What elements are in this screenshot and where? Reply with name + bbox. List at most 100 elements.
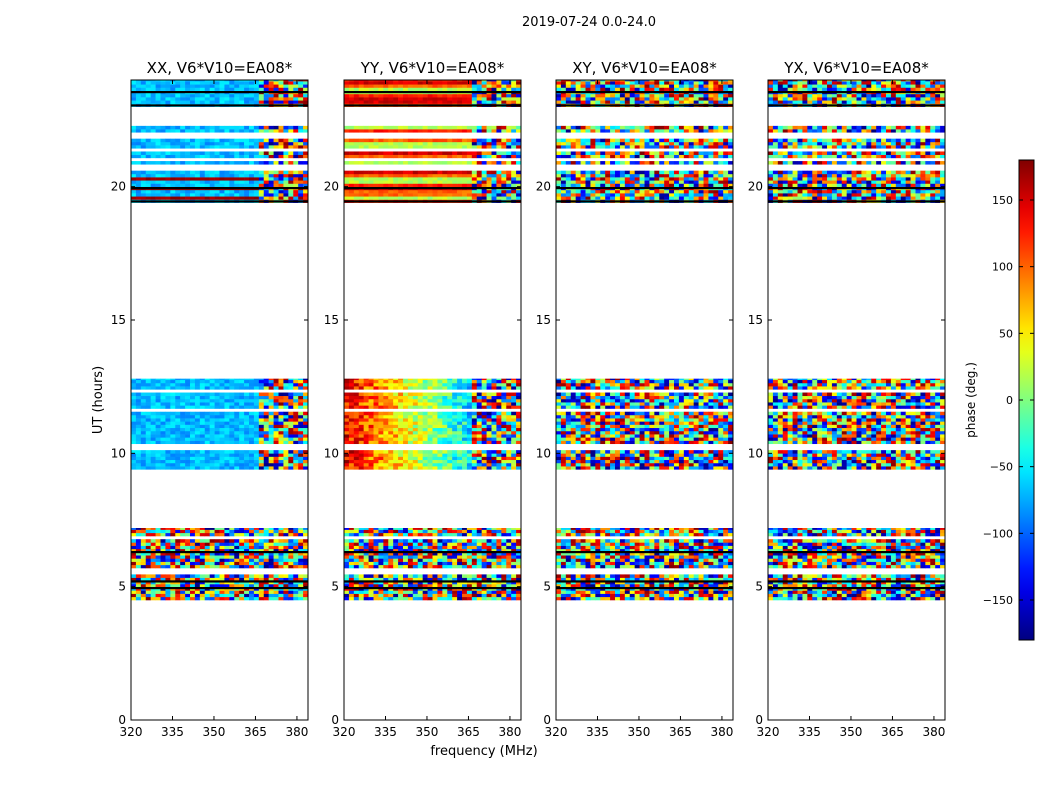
heatmap-cell (476, 170, 482, 175)
heatmap-cell (496, 532, 502, 537)
heatmap-cell (486, 584, 492, 588)
heatmap-cell (199, 386, 206, 390)
heatmap-cell (348, 177, 355, 181)
heatmap-cell (358, 196, 364, 200)
heatmap-cell (253, 129, 260, 133)
heatmap-cell (155, 430, 161, 435)
heatmap-cell (244, 189, 250, 194)
heatmap-cell (170, 529, 176, 534)
heatmap-cell (363, 542, 369, 546)
heatmap-cell (145, 392, 151, 397)
heatmap-cell (131, 528, 137, 530)
heatmap-cell (234, 574, 240, 578)
heatmap-cell (135, 386, 142, 390)
heatmap-cell (496, 539, 502, 543)
heatmap-cell (373, 577, 379, 582)
heatmap-cell (471, 577, 478, 582)
heatmap-cell (481, 379, 487, 384)
heatmap-cell (298, 129, 304, 133)
heatmap-cell (344, 141, 350, 146)
heatmap-cell (471, 459, 478, 464)
heatmap-cell (388, 434, 394, 438)
heatmap-cell (457, 430, 463, 435)
heatmap-cell (155, 125, 161, 130)
heatmap-cell (481, 437, 487, 441)
heatmap-cell (417, 193, 423, 197)
heatmap-cell (437, 411, 443, 416)
heatmap-cell (457, 590, 463, 594)
heatmap-cell (165, 193, 171, 197)
heatmap-cell (175, 154, 181, 159)
heatmap-cell (348, 539, 355, 543)
heatmap-cell (209, 93, 215, 98)
heatmap-cell (363, 564, 369, 569)
heatmap-cell (368, 414, 374, 419)
heatmap-cell (432, 398, 438, 403)
heatmap-cell (363, 590, 369, 594)
heatmap-cell (283, 81, 289, 85)
heatmap-cell (229, 593, 235, 598)
heatmap-cell (462, 100, 468, 104)
heatmap-cell (447, 574, 453, 578)
heatmap-cell (383, 561, 389, 566)
heatmap-cell (135, 561, 142, 566)
heatmap-cell (457, 151, 463, 155)
heatmap-cell (288, 125, 294, 130)
heatmap-cell (175, 81, 181, 85)
heatmap-cell (298, 170, 304, 175)
heatmap-cell (160, 552, 166, 556)
heatmap-cell (253, 81, 260, 85)
heatmap-cell (471, 189, 478, 194)
heatmap-cell (150, 402, 156, 406)
heatmap-cell (457, 177, 463, 181)
heatmap-cell (344, 552, 350, 556)
heatmap-cell (417, 558, 423, 562)
heatmap-cell (199, 593, 206, 598)
heatmap-cell (427, 378, 433, 381)
heatmap-cell (165, 577, 171, 582)
heatmap-cell (253, 87, 260, 91)
heatmap-cell (199, 170, 206, 175)
heatmap-cell (506, 440, 512, 445)
heatmap-cell (229, 552, 235, 556)
heatmap-cell (363, 180, 369, 184)
heatmap-cell (427, 418, 433, 422)
heatmap-cell (258, 539, 265, 543)
heatmap-cell (253, 564, 260, 569)
heatmap-cell (368, 532, 374, 537)
heatmap-cell (432, 466, 438, 470)
heatmap-cell (344, 193, 350, 197)
heatmap-cell (373, 450, 379, 454)
heatmap-cell (258, 555, 265, 559)
heatmap-cell (466, 100, 473, 104)
heatmap-cell (412, 459, 419, 464)
heatmap-cell (131, 466, 137, 470)
heatmap-cell (135, 453, 142, 457)
heatmap-cell (224, 545, 230, 550)
heatmap-cell (234, 459, 240, 464)
heatmap-cell (417, 97, 423, 101)
heatmap-cell (175, 561, 181, 566)
heatmap-cell (452, 411, 458, 416)
heatmap-cell (422, 424, 428, 429)
heatmap-cell (214, 189, 220, 194)
heatmap-cell (398, 193, 404, 197)
heatmap-cell (234, 590, 240, 594)
heatmap-cell (268, 539, 274, 543)
heatmap-cell (407, 552, 414, 556)
heatmap-cell (442, 154, 448, 159)
heatmap-cell (491, 580, 497, 585)
heatmap-cell (283, 539, 289, 543)
heatmap-cell (403, 545, 409, 550)
heatmap-cell (293, 440, 299, 445)
heatmap-cell (131, 97, 137, 101)
heatmap-cell (140, 545, 147, 550)
heatmap-cell (412, 402, 419, 406)
heatmap-cell (442, 542, 448, 546)
heatmap-cell (437, 170, 443, 175)
heatmap-cell (150, 154, 156, 159)
heatmap-cell (363, 411, 369, 416)
heatmap-cell (407, 574, 414, 578)
heatmap-cell (253, 193, 260, 197)
heatmap-cell (249, 379, 255, 384)
